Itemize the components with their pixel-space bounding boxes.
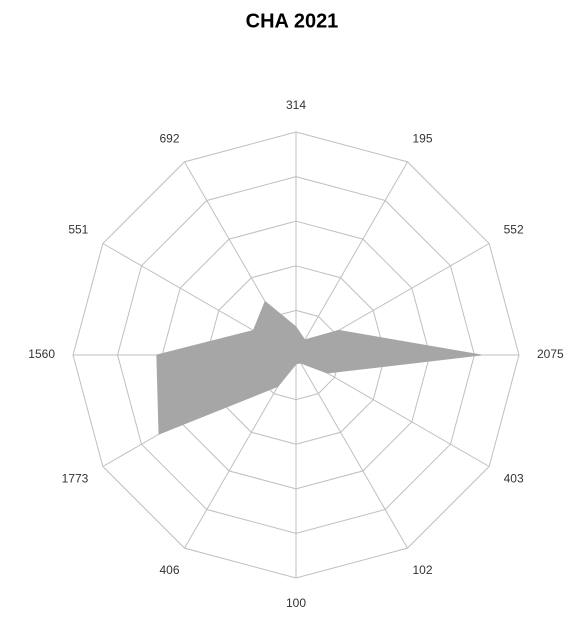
category-label: 1560	[28, 347, 55, 361]
chart-title: CHA 2021	[246, 10, 339, 32]
category-label: 552	[504, 223, 524, 237]
category-label: 195	[413, 132, 433, 146]
category-label: 692	[159, 132, 179, 146]
spoke	[295, 354, 490, 467]
radar-area	[156, 300, 482, 435]
spoke	[184, 354, 297, 549]
category-label: 314	[286, 98, 306, 112]
category-label: 1773	[62, 472, 89, 486]
spoke	[295, 354, 408, 549]
category-label: 403	[504, 472, 524, 486]
category-label: 2075	[537, 347, 564, 361]
category-label: 551	[68, 223, 88, 237]
category-label: 406	[159, 563, 179, 577]
spoke	[295, 161, 408, 356]
category-label: 100	[286, 596, 306, 610]
category-label: 102	[413, 563, 433, 577]
